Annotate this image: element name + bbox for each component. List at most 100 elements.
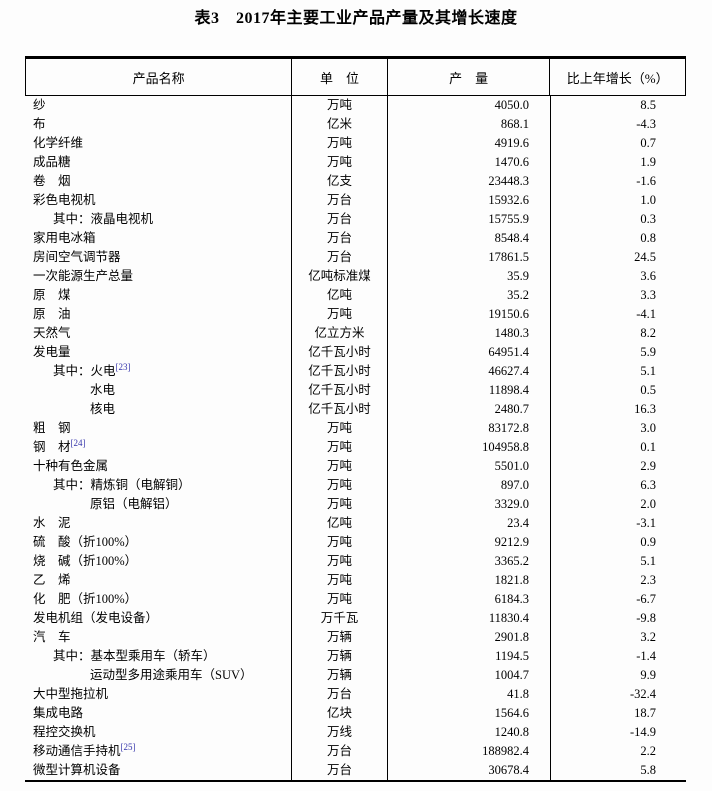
product-name: 移动通信手持机	[33, 744, 121, 758]
product-name: 水 泥	[33, 516, 71, 530]
table-bottom-border	[25, 780, 686, 782]
table-row: 移动通信手持机[25] 万台 188982.4 2.2	[25, 742, 686, 761]
product-name-cell: 纱	[25, 96, 292, 115]
product-name-cell: 房间空气调节器	[25, 248, 292, 267]
growth-value-cell: 5.1	[640, 554, 656, 568]
product-name: 天然气	[33, 326, 71, 340]
table-row: 微型计算机设备 万台 30678.4 5.8	[25, 761, 686, 780]
unit-cell: 万千瓦	[292, 609, 388, 628]
growth-value-cell: 6.3	[640, 478, 656, 492]
product-name-cell: 天然气	[25, 324, 292, 343]
product-name-cell: 十种有色金属	[25, 457, 292, 476]
unit-cell: 万吨	[292, 571, 388, 590]
unit-cell: 万吨	[292, 96, 388, 115]
growth-value-cell: -9.8	[636, 611, 656, 625]
product-name: 硫 酸（折100%）	[33, 535, 138, 549]
table-row: 布 亿米 868.1 -4.3	[25, 115, 686, 134]
growth-value-cell: 2.3	[640, 573, 656, 587]
product-name-cell: 移动通信手持机[25]	[25, 742, 292, 761]
column-header-product-name: 产品名称	[26, 59, 293, 95]
column-header-unit: 单 位	[292, 59, 388, 95]
output-value-cell: 1194.5	[388, 647, 551, 666]
footnote-ref-link[interactable]: [25]	[120, 741, 136, 752]
output-value-cell: 35.9	[388, 267, 551, 286]
growth-value-cell: 1.0	[640, 193, 656, 207]
product-name: 程控交换机	[33, 725, 96, 739]
table-row: 水 泥 亿吨 23.4 -3.1	[25, 514, 686, 533]
product-name-cell: 其中：火电[23]	[25, 362, 292, 381]
table-row: 硫 酸（折100%） 万吨 9212.9 0.9	[25, 533, 686, 552]
output-value-cell: 3365.2	[388, 552, 551, 571]
growth-value-cell: 3.0	[640, 421, 656, 435]
product-name-cell: 水 泥	[25, 514, 292, 533]
unit-cell: 万吨	[292, 305, 388, 324]
growth-value-cell: -32.4	[629, 687, 656, 701]
product-name-cell: 粗 钢	[25, 419, 292, 438]
product-name-cell: 成品糖	[25, 153, 292, 172]
unit-cell: 万辆	[292, 666, 388, 685]
product-name: 其中：基本型乘用车（轿车）	[53, 649, 216, 663]
growth-value-cell: 3.2	[640, 630, 656, 644]
table-body: 纱万吨 4050.0 8.5 布亿米 868.1 -4.3 化学纤维 万吨 4919.6 0.7 成…	[25, 96, 686, 780]
unit-cell: 亿吨	[292, 514, 388, 533]
table-row: 原 煤 亿吨 35.2 3.3	[25, 286, 686, 305]
unit-cell: 万线	[292, 723, 388, 742]
product-name: 卷 烟	[33, 174, 71, 188]
product-name: 原 油	[33, 307, 71, 321]
growth-value-cell: 3.3	[640, 288, 656, 302]
product-name: 钢 材	[33, 440, 71, 454]
table-row: 原 油 万吨 19150.6 -4.1	[25, 305, 686, 324]
unit-cell: 万吨	[292, 476, 388, 495]
column-header-output: 产 量	[388, 59, 551, 95]
growth-value-cell: 8.2	[640, 326, 656, 340]
table-row: 核电 亿千瓦小时 2480.7 16.3	[25, 400, 686, 419]
growth-value-cell: -6.7	[636, 592, 656, 606]
growth-value-cell: -4.1	[636, 307, 656, 321]
product-name: 十种有色金属	[33, 459, 109, 473]
growth-value-cell: 1.9	[640, 155, 656, 169]
table-row: 一次能源生产总量 亿吨标准煤 35.9 3.6	[25, 267, 686, 286]
growth-value-cell: 2.9	[640, 459, 656, 473]
output-value-cell: 104958.8	[388, 438, 551, 457]
output-value-cell: 15755.9	[388, 210, 551, 229]
footnote-ref-link[interactable]: [23]	[115, 361, 131, 372]
product-name: 烧 碱（折100%）	[33, 554, 138, 568]
output-value-cell: 11898.4	[388, 381, 551, 400]
table-row: 卷 烟 亿支 23448.3 -1.6	[25, 172, 686, 191]
growth-value-cell: 0.7	[640, 136, 656, 150]
output-value-cell: 2480.7	[388, 400, 551, 419]
product-name: 布	[33, 117, 46, 131]
table-row: 其中：基本型乘用车（轿车） 万辆 1194.5 -1.4	[25, 647, 686, 666]
output-value-cell: 23448.3	[388, 172, 551, 191]
product-name-cell: 发电机组（发电设备）	[25, 609, 292, 628]
product-name-cell: 大中型拖拉机	[25, 685, 292, 704]
table-row: 集成电路 亿块 1564.6 18.7	[25, 704, 686, 723]
unit-cell: 万台	[292, 191, 388, 210]
product-name-cell: 汽 车	[25, 628, 292, 647]
unit-cell: 万台	[292, 210, 388, 229]
unit-cell: 万吨	[292, 590, 388, 609]
unit-cell: 亿千瓦小时	[292, 343, 388, 362]
product-name: 微型计算机设备	[33, 763, 121, 777]
growth-value-cell: 5.9	[640, 345, 656, 359]
output-value-cell: 4919.6	[388, 134, 551, 153]
footnote-ref-link[interactable]: [24]	[70, 437, 86, 448]
table-row: 程控交换机 万线 1240.8 -14.9	[25, 723, 686, 742]
table-row: 汽 车 万辆 2901.8 3.2	[25, 628, 686, 647]
product-name: 集成电路	[33, 706, 84, 720]
growth-value-cell: 3.6	[640, 269, 656, 283]
product-name: 纱	[33, 98, 46, 112]
output-value-cell: 6184.3	[388, 590, 551, 609]
table-row: 其中：精炼铜（电解铜） 万吨 897.0 6.3	[25, 476, 686, 495]
output-value-cell: 41.8	[388, 685, 551, 704]
product-name-cell: 其中：精炼铜（电解铜）	[25, 476, 292, 495]
output-value-cell: 64951.4	[388, 343, 551, 362]
unit-cell: 亿千瓦小时	[292, 400, 388, 419]
output-value-cell: 8548.4	[388, 229, 551, 248]
product-name-cell: 钢 材[24]	[25, 438, 292, 457]
table-row: 运动型多用途乘用车（SUV） 万辆 1004.7 9.9	[25, 666, 686, 685]
table-row: 十种有色金属 万吨 5501.0 2.9	[25, 457, 686, 476]
unit-cell: 亿吨	[292, 286, 388, 305]
page-title: 表3 2017年主要工业产品产量及其增长速度	[194, 10, 518, 27]
